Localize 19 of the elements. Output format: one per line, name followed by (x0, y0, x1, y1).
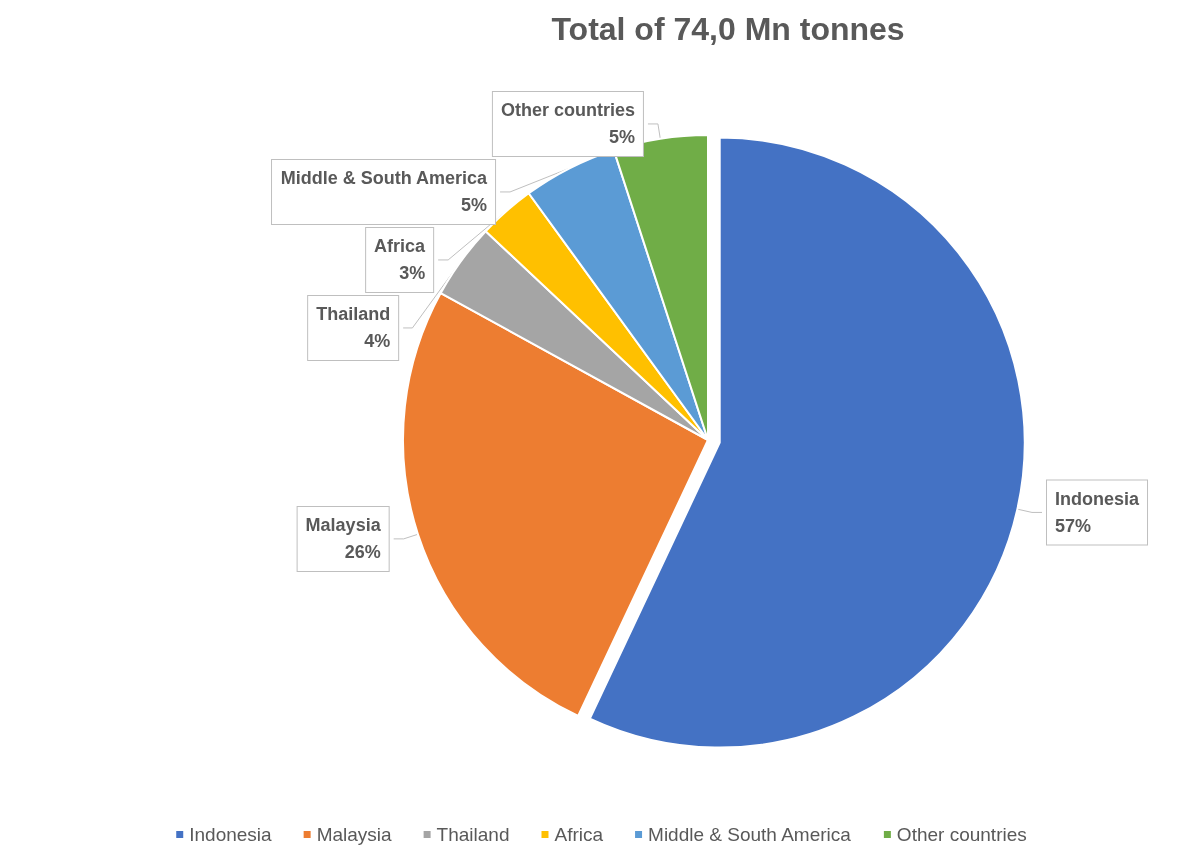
legend-label: Middle & South America (648, 824, 852, 845)
legend-label: Africa (554, 824, 604, 845)
legend-label: Indonesia (189, 824, 273, 845)
slice-label: Thailand (316, 304, 391, 325)
slice-label: Middle & South America (280, 168, 489, 189)
slice-label: Other countries (500, 100, 635, 121)
data-label: 5% (461, 195, 488, 216)
legend-label: Other countries (896, 824, 1027, 845)
slice-label: Malaysia (305, 515, 382, 536)
data-label: 3% (399, 263, 426, 284)
data-label: 5% (608, 127, 635, 148)
data-label: 57% (1055, 515, 1092, 536)
legend-label: Malaysia (316, 824, 393, 845)
slice-label: Africa (374, 236, 427, 257)
data-label: 26% (344, 542, 381, 563)
data-label: 4% (364, 331, 391, 352)
slice-label: Indonesia (1055, 488, 1141, 509)
legend-label: Thailand (436, 824, 510, 845)
chart-title: Total of 74,0 Mn tonnes (551, 11, 905, 47)
